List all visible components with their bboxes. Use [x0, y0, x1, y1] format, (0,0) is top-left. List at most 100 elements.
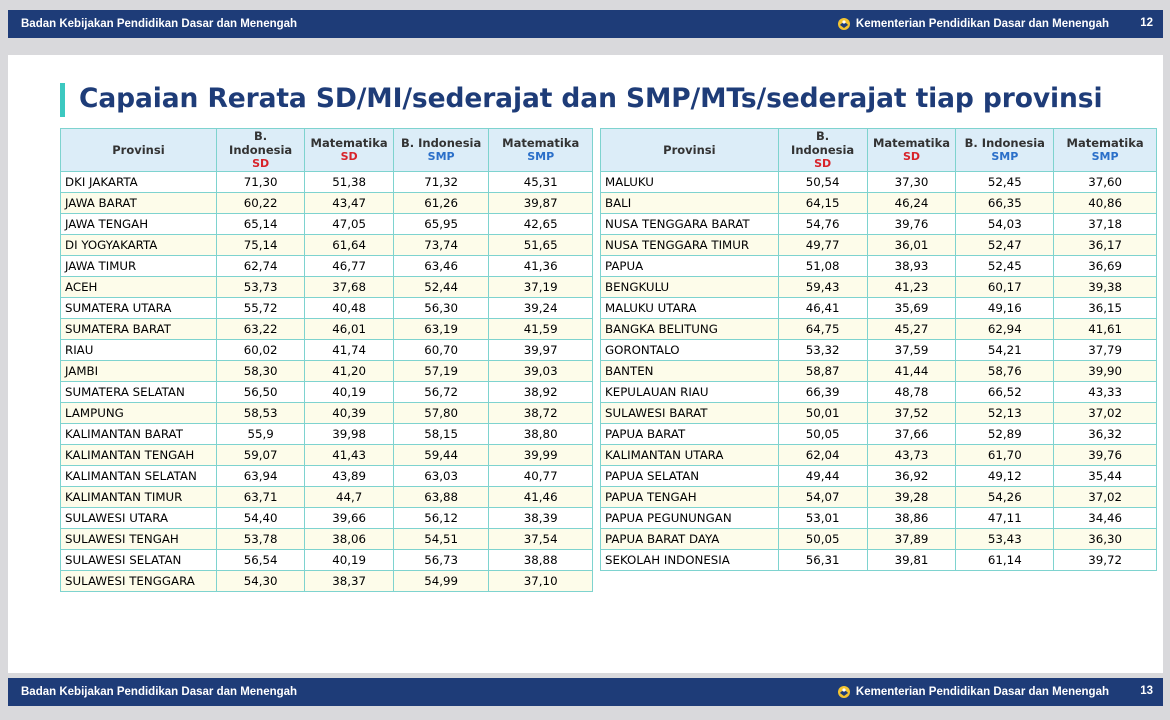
score-cell: 54,40 [215, 507, 306, 529]
column-header-mat-sd: Matematika SD [304, 128, 394, 172]
table-row: SUMATERA UTARA 55,72 40,48 56,30 39,24 [60, 297, 593, 319]
province-name-cell: JAWA TIMUR [60, 255, 217, 277]
score-cell: 39,97 [488, 339, 593, 361]
score-cell: 51,38 [304, 171, 394, 193]
score-cell: 52,44 [392, 276, 490, 298]
score-cell: 49,77 [777, 234, 868, 256]
score-cell: 59,07 [215, 444, 306, 466]
score-cell: 39,98 [304, 423, 394, 445]
score-cell: 41,59 [488, 318, 593, 340]
score-cell: 55,72 [215, 297, 306, 319]
score-cell: 39,03 [488, 360, 593, 382]
province-name-cell: PAPUA BARAT DAYA [600, 528, 779, 550]
table-row: JAMBI 58,30 41,20 57,19 39,03 [60, 360, 593, 382]
score-cell: 39,76 [1053, 444, 1157, 466]
score-cell: 63,94 [215, 465, 306, 487]
column-header-provinsi: Provinsi [600, 128, 779, 172]
score-cell: 34,46 [1053, 507, 1157, 529]
title-accent-bar [60, 83, 65, 117]
score-cell: 37,02 [1053, 402, 1157, 424]
province-name-cell: KALIMANTAN SELATAN [60, 465, 217, 487]
column-label: Matematika [502, 136, 580, 150]
table-row: NUSA TENGGARA TIMUR 49,77 36,01 52,47 36,17 [600, 234, 1157, 256]
table-row: LAMPUNG 58,53 40,39 57,80 38,72 [60, 402, 593, 424]
score-cell: 66,39 [777, 381, 868, 403]
ministry-logo-icon [837, 686, 850, 698]
province-table-right: Provinsi B. Indonesia SD Matematika SD B. … [600, 128, 1157, 571]
column-header-mat-smp: Matematika SMP [488, 128, 593, 172]
score-cell: 52,45 [955, 171, 1055, 193]
column-header-mat-smp: Matematika SMP [1053, 128, 1157, 172]
table-row: KEPULAUAN RIAU 66,39 48,78 66,52 43,33 [600, 381, 1157, 403]
province-name-cell: GORONTALO [600, 339, 779, 361]
score-cell: 59,43 [777, 276, 868, 298]
province-name-cell: NUSA TENGGARA TIMUR [600, 234, 779, 256]
score-cell: 64,15 [777, 192, 868, 214]
province-name-cell: LAMPUNG [60, 402, 217, 424]
score-cell: 53,78 [215, 528, 306, 550]
province-name-cell: DI YOGYAKARTA [60, 234, 217, 256]
score-cell: 37,10 [488, 570, 593, 592]
score-cell: 58,53 [215, 402, 306, 424]
province-name-cell: SEKOLAH INDONESIA [600, 549, 779, 571]
province-name-cell: MALUKU [600, 171, 779, 193]
province-name-cell: SULAWESI BARAT [600, 402, 779, 424]
score-cell: 62,74 [215, 255, 306, 277]
table-row: BENGKULU 59,43 41,23 60,17 39,38 [600, 276, 1157, 298]
column-header-mat-sd: Matematika SD [866, 128, 957, 172]
score-cell: 49,44 [777, 465, 868, 487]
table-row: RIAU 60,02 41,74 60,70 39,97 [60, 339, 593, 361]
footer-bar: Badan Kebijakan Pendidikan Dasar dan Men… [8, 678, 1163, 706]
table-row: BALI 64,15 46,24 66,35 40,86 [600, 192, 1157, 214]
table-header-row: Provinsi B. Indonesia SD Matematika SD B. … [600, 128, 1157, 172]
province-name-cell: RIAU [60, 339, 217, 361]
score-cell: 46,77 [304, 255, 394, 277]
province-name-cell: JAWA BARAT [60, 192, 217, 214]
province-name-cell: SULAWESI TENGAH [60, 528, 217, 550]
score-cell: 41,74 [304, 339, 394, 361]
score-cell: 53,32 [777, 339, 868, 361]
score-cell: 41,23 [866, 276, 957, 298]
table-row: PAPUA BARAT 50,05 37,66 52,89 36,32 [600, 423, 1157, 445]
province-name-cell: PAPUA SELATAN [600, 465, 779, 487]
column-sublabel-sd: SD [814, 157, 832, 170]
score-cell: 47,05 [304, 213, 394, 235]
score-cell: 37,66 [866, 423, 957, 445]
score-cell: 54,30 [215, 570, 306, 592]
score-cell: 55,9 [215, 423, 306, 445]
province-name-cell: NUSA TENGGARA BARAT [600, 213, 779, 235]
score-cell: 46,24 [866, 192, 957, 214]
column-sublabel-sd: SD [340, 150, 358, 163]
table-row: PAPUA 51,08 38,93 52,45 36,69 [600, 255, 1157, 277]
province-name-cell: SUMATERA SELATAN [60, 381, 217, 403]
score-cell: 37,30 [866, 171, 957, 193]
table-row: PAPUA BARAT DAYA 50,05 37,89 53,43 36,30 [600, 528, 1157, 550]
footer-page-number: 13 [1140, 685, 1153, 697]
score-cell: 58,30 [215, 360, 306, 382]
footer-right: Kementerian Pendidikan Dasar dan Menenga… [837, 685, 1109, 699]
score-cell: 58,76 [955, 360, 1055, 382]
column-sublabel-smp: SMP [427, 150, 455, 163]
table-row: KALIMANTAN UTARA 62,04 43,73 61,70 39,76 [600, 444, 1157, 466]
score-cell: 54,99 [392, 570, 490, 592]
table-row: ACEH 53,73 37,68 52,44 37,19 [60, 276, 593, 298]
table-row: GORONTALO 53,32 37,59 54,21 37,79 [600, 339, 1157, 361]
score-cell: 37,59 [866, 339, 957, 361]
column-label: B. Indonesia [964, 136, 1045, 150]
table-row: KALIMANTAN TIMUR 63,71 44,7 63,88 41,46 [60, 486, 593, 508]
score-cell: 41,61 [1053, 318, 1157, 340]
score-cell: 49,12 [955, 465, 1055, 487]
score-cell: 57,80 [392, 402, 490, 424]
score-cell: 71,30 [215, 171, 306, 193]
province-name-cell: PAPUA [600, 255, 779, 277]
score-cell: 63,19 [392, 318, 490, 340]
footer-left-text: Badan Kebijakan Pendidikan Dasar dan Men… [21, 686, 298, 698]
column-header-bindo-sd: B. Indonesia SD [215, 128, 306, 172]
score-cell: 61,64 [304, 234, 394, 256]
table-row: PAPUA PEGUNUNGAN 53,01 38,86 47,11 34,46 [600, 507, 1157, 529]
score-cell: 41,43 [304, 444, 394, 466]
score-cell: 37,19 [488, 276, 593, 298]
province-name-cell: KALIMANTAN TENGAH [60, 444, 217, 466]
header-right-text: Kementerian Pendidikan Dasar dan Menenga… [855, 18, 1109, 30]
score-cell: 58,15 [392, 423, 490, 445]
